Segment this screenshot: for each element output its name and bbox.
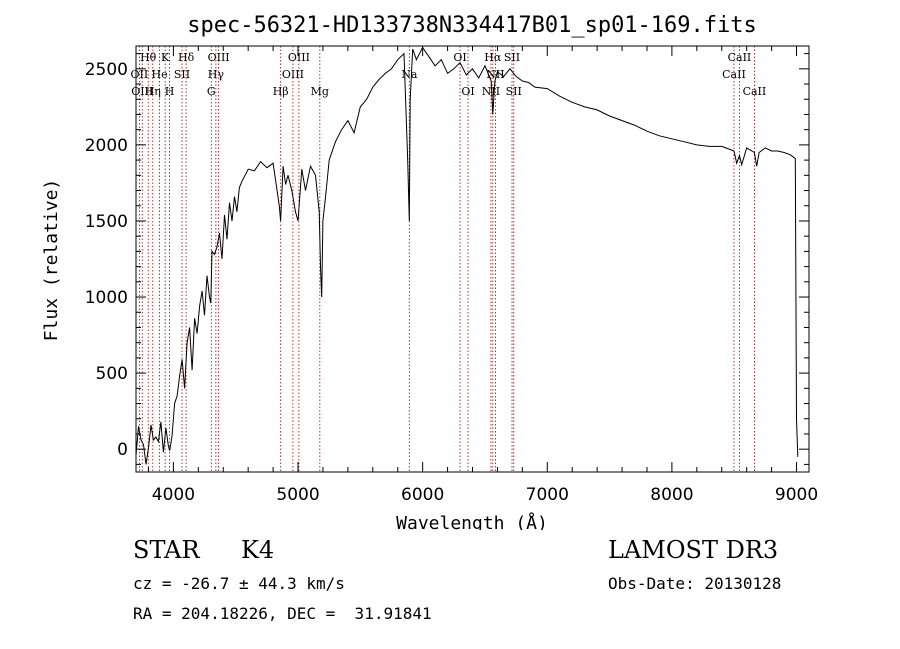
y-tick-label: 500 [96,364,128,384]
spectral-line-label: OIII [208,51,230,64]
spectral-line-label: OIII [282,68,304,81]
spectrum-chart: spec-56321-HD133738N334417B01_sp01-169.f… [41,13,818,530]
y-tick-label: 1000 [85,288,128,308]
spectral-line-label: Hα [484,51,502,64]
spectral-line-markers [138,46,755,472]
y-tick-label: 2000 [85,136,128,156]
survey-name: LAMOST DR3 [608,536,779,564]
x-tick-label: 6000 [401,485,444,505]
x-axis-label: Wavelength (Å) [396,512,548,530]
x-tick-label: 8000 [650,485,693,505]
plot-frame [135,45,810,473]
spectral-line-label: SII [504,51,520,64]
spectral-line-label: NII [486,68,504,81]
x-tick-label: 7000 [526,485,569,505]
chart-title: spec-56321-HD133738N334417B01_sp01-169.f… [187,13,757,38]
y-tick-label: 0 [117,440,128,460]
radial-velocity: cz = -26.7 ± 44.3 km/s [133,574,345,593]
spectral-line-label: OI [461,85,474,98]
coordinates: RA = 204.18226, DEC = 31.91841 [133,604,432,623]
y-tick-label: 1500 [85,212,128,232]
spectral-line-label: OIII [131,85,153,98]
spectral-line-label: SII [506,85,522,98]
spectral-line-label: OI [453,51,466,64]
spectral-line-label: Hδ [178,51,195,64]
spectral-line-label: OII [131,68,149,81]
spectral-line-label: CaII [743,85,767,98]
spectral-line-label: Mg [311,85,329,98]
spectral-line-label: SII [174,68,190,81]
spectral-line-label: Hβ [273,85,289,98]
spectral-line-label: CaII [728,51,752,64]
spectral-subclass: K4 [241,536,275,564]
spectral-line-label: NII [482,85,500,98]
observation-date: Obs-Date: 20130128 [608,574,782,593]
spectral-line-label: Hγ [208,68,225,81]
spectral-line-label: G [207,85,216,98]
spectral-line-label: K [161,51,170,64]
flux-line [135,46,799,465]
spectral-line-label: H [165,85,175,98]
spectral-line-labels: Hθ OII OIII K He Hη SII H Hδ OIII Hγ G Hβ OIII OIII Mg N… [131,51,767,98]
object-type: STAR [133,536,200,564]
x-tick-label: 4000 [152,485,195,505]
y-axis-label: Flux (relative) [41,179,62,342]
spectral-line-label: Hθ [140,51,157,64]
spectral-line-label: OIII [288,51,310,64]
x-tick-label: 5000 [276,485,319,505]
y-tick-label: 2500 [85,60,128,80]
spectral-line-label: CaII [722,68,746,81]
flux-series [135,46,799,465]
spectral-line-label: He [152,68,168,81]
spectral-line-label: Hη [145,85,161,98]
spectral-line-label: Na [401,68,418,81]
x-tick-label: 9000 [775,485,818,505]
y-axis-ticks: 0 500 1000 1500 2000 2500 [85,53,809,465]
x-axis-ticks: 4000 5000 6000 7000 8000 9000 [147,46,818,505]
